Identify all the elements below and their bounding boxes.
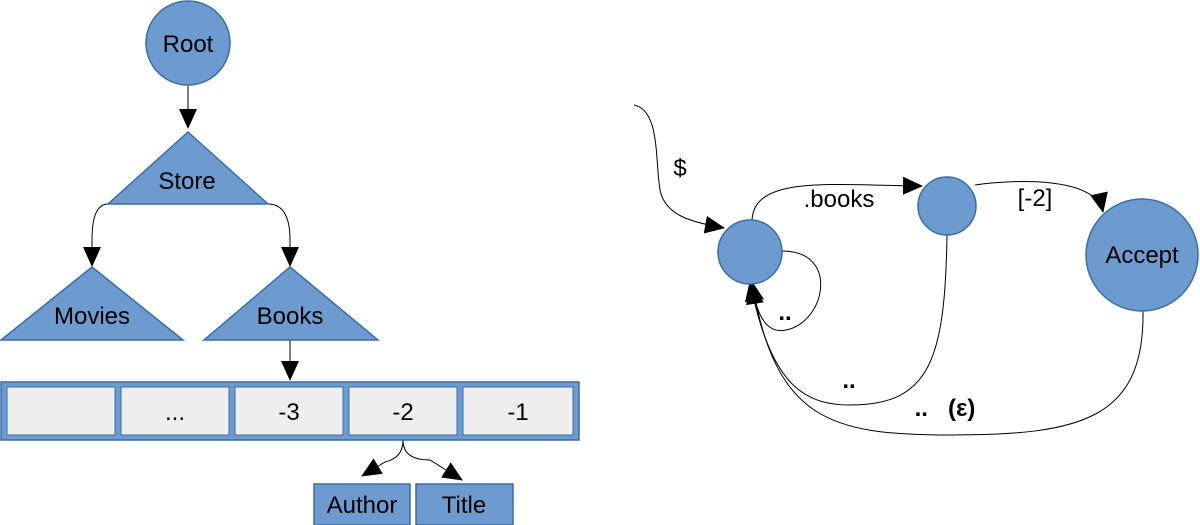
array-cell xyxy=(234,386,344,436)
back-edge xyxy=(744,234,948,406)
books-edge xyxy=(751,176,923,223)
start-edge xyxy=(633,104,725,234)
author-node xyxy=(313,483,411,525)
index-edge xyxy=(974,181,1108,213)
array-cell-label: -1 xyxy=(507,399,528,426)
store-label: Store xyxy=(158,168,215,195)
array-cells: ... -3 -2 -1 xyxy=(6,386,574,436)
books-state xyxy=(917,176,977,236)
array-cell xyxy=(348,386,458,436)
index-edge-label: [-2] xyxy=(1018,185,1053,212)
self-loop-edge xyxy=(745,250,822,332)
array-cell xyxy=(462,386,574,436)
author-label: Author xyxy=(327,492,398,519)
edge-cell-title xyxy=(402,439,463,481)
edge-store-movies xyxy=(83,203,109,267)
edge-store-books xyxy=(267,203,299,267)
books-edge-label: .books xyxy=(804,186,875,213)
array-cell xyxy=(6,386,116,436)
epsilon-edge xyxy=(746,281,1144,436)
array-cell-label: -3 xyxy=(278,399,299,426)
books-node xyxy=(201,266,381,341)
root-label: Root xyxy=(163,31,214,58)
start-state xyxy=(717,219,783,285)
title-node xyxy=(415,483,514,525)
array-cell-label: ... xyxy=(165,399,185,426)
array-cell-label: -2 xyxy=(392,399,413,426)
start-edge-label: $ xyxy=(673,155,686,182)
edge-cell-author xyxy=(361,439,404,477)
tree-diagram: Root Store Movies Books ... -3 -2 -1 Aut… xyxy=(0,0,580,525)
books-label: Books xyxy=(257,303,324,330)
title-label: Title xyxy=(442,492,486,519)
epsilon-edge-label: .. (ε) xyxy=(915,395,976,422)
accept-state xyxy=(1085,198,1199,312)
back-edge-label: .. xyxy=(842,367,855,394)
store-node xyxy=(106,130,270,205)
root-node xyxy=(145,0,231,86)
automaton-diagram: $ .books [-2] .. .. .. (ε) Accept xyxy=(633,104,1199,436)
accept-label: Accept xyxy=(1105,242,1179,269)
movies-node xyxy=(0,266,186,341)
array-cell xyxy=(120,386,230,436)
movies-label: Movies xyxy=(54,303,130,330)
self-loop-label: .. xyxy=(778,299,791,326)
